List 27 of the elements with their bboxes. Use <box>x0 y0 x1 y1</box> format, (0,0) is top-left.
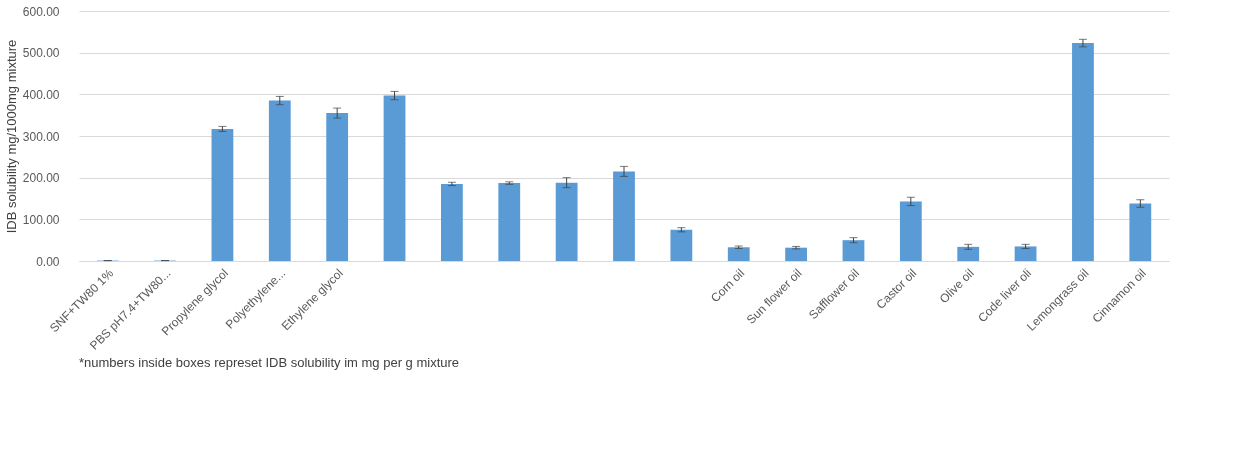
bar <box>842 240 865 261</box>
bar <box>211 128 234 261</box>
y-tick-label: 100.00 <box>22 212 60 227</box>
bar <box>957 246 980 261</box>
text: *numbers inside boxes represet IDB solubility im mg per g mixture <box>79 355 460 371</box>
bar <box>555 182 578 261</box>
bar <box>670 229 693 261</box>
y-tick-label: 600.00 <box>22 4 60 19</box>
bar <box>785 247 808 261</box>
y-tick-label: 400.00 <box>22 87 60 102</box>
y-tick-label: 200.00 <box>22 171 60 186</box>
bar <box>440 183 463 261</box>
bar <box>1129 203 1152 261</box>
bar <box>613 171 635 261</box>
bar <box>1014 246 1037 261</box>
y-axis-title: IDB solubility mg/1000mg mixture <box>3 39 19 234</box>
bar <box>383 95 406 261</box>
y-tick-label: 300.00 <box>22 129 60 144</box>
y-tick-label: 500.00 <box>22 46 60 61</box>
x-tick-label: Corn oil <box>708 266 748 306</box>
bar <box>899 201 922 261</box>
bar <box>326 113 349 261</box>
bar <box>727 247 750 261</box>
bar <box>268 100 291 261</box>
bar <box>1072 43 1094 261</box>
y-tick-label: 0.00 <box>36 254 60 269</box>
bar <box>498 183 521 261</box>
